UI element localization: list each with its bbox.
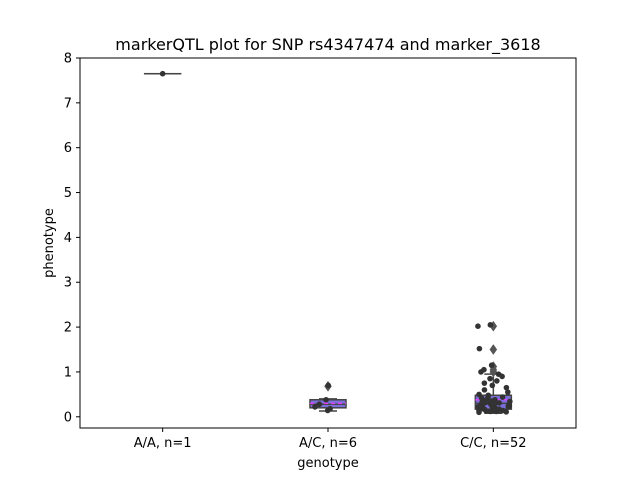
data-point xyxy=(476,391,482,398)
data-point xyxy=(487,322,494,328)
data-point xyxy=(316,401,323,408)
data-point xyxy=(505,389,511,395)
data-point xyxy=(496,400,502,406)
y-tick-label: 8 xyxy=(64,52,72,67)
y-axis-label: phenotype xyxy=(42,208,57,278)
points-2 xyxy=(475,322,513,416)
y-tick-label: 4 xyxy=(64,231,72,246)
x-tick-label: C/C, n=52 xyxy=(460,436,526,451)
data-point xyxy=(475,323,481,329)
data-point xyxy=(325,382,332,389)
data-point xyxy=(499,394,506,400)
y-tick-label: 3 xyxy=(64,276,72,291)
data-point xyxy=(487,375,493,382)
y-tick-label: 1 xyxy=(64,365,72,380)
y-tick-label: 6 xyxy=(64,141,72,156)
x-axis-label: genotype xyxy=(297,456,358,471)
y-tick-label: 5 xyxy=(64,186,72,201)
x-axis: A/A, n=1 A/C, n=6 C/C, n=52 xyxy=(134,428,527,451)
data-point xyxy=(476,345,483,352)
data-point xyxy=(495,371,502,377)
y-tick-label: 7 xyxy=(64,96,72,111)
data-point xyxy=(492,396,498,403)
plot-marks xyxy=(143,70,513,416)
data-point xyxy=(323,396,329,403)
points-0 xyxy=(159,70,166,77)
data-point xyxy=(159,70,166,77)
data-point xyxy=(488,362,495,369)
y-tick-label: 2 xyxy=(64,321,72,336)
plot-area xyxy=(79,57,577,429)
outlier-marker xyxy=(489,344,498,355)
chart-title: markerQTL plot for SNP rs4347474 and mar… xyxy=(115,35,540,55)
data-point xyxy=(481,366,487,373)
x-tick-label: A/C, n=6 xyxy=(299,436,357,451)
x-tick-label: A/A, n=1 xyxy=(134,436,192,451)
data-point xyxy=(489,382,496,389)
data-point xyxy=(481,387,488,393)
y-tick-label: 0 xyxy=(64,410,72,425)
data-point xyxy=(327,405,333,412)
data-point xyxy=(507,398,513,405)
data-point xyxy=(494,378,500,384)
data-point xyxy=(481,380,488,386)
data-point xyxy=(485,392,492,399)
points-1 xyxy=(312,382,333,414)
data-point xyxy=(312,404,318,410)
y-axis: 0 1 2 3 4 5 6 7 8 xyxy=(64,52,80,425)
data-point xyxy=(503,384,510,391)
